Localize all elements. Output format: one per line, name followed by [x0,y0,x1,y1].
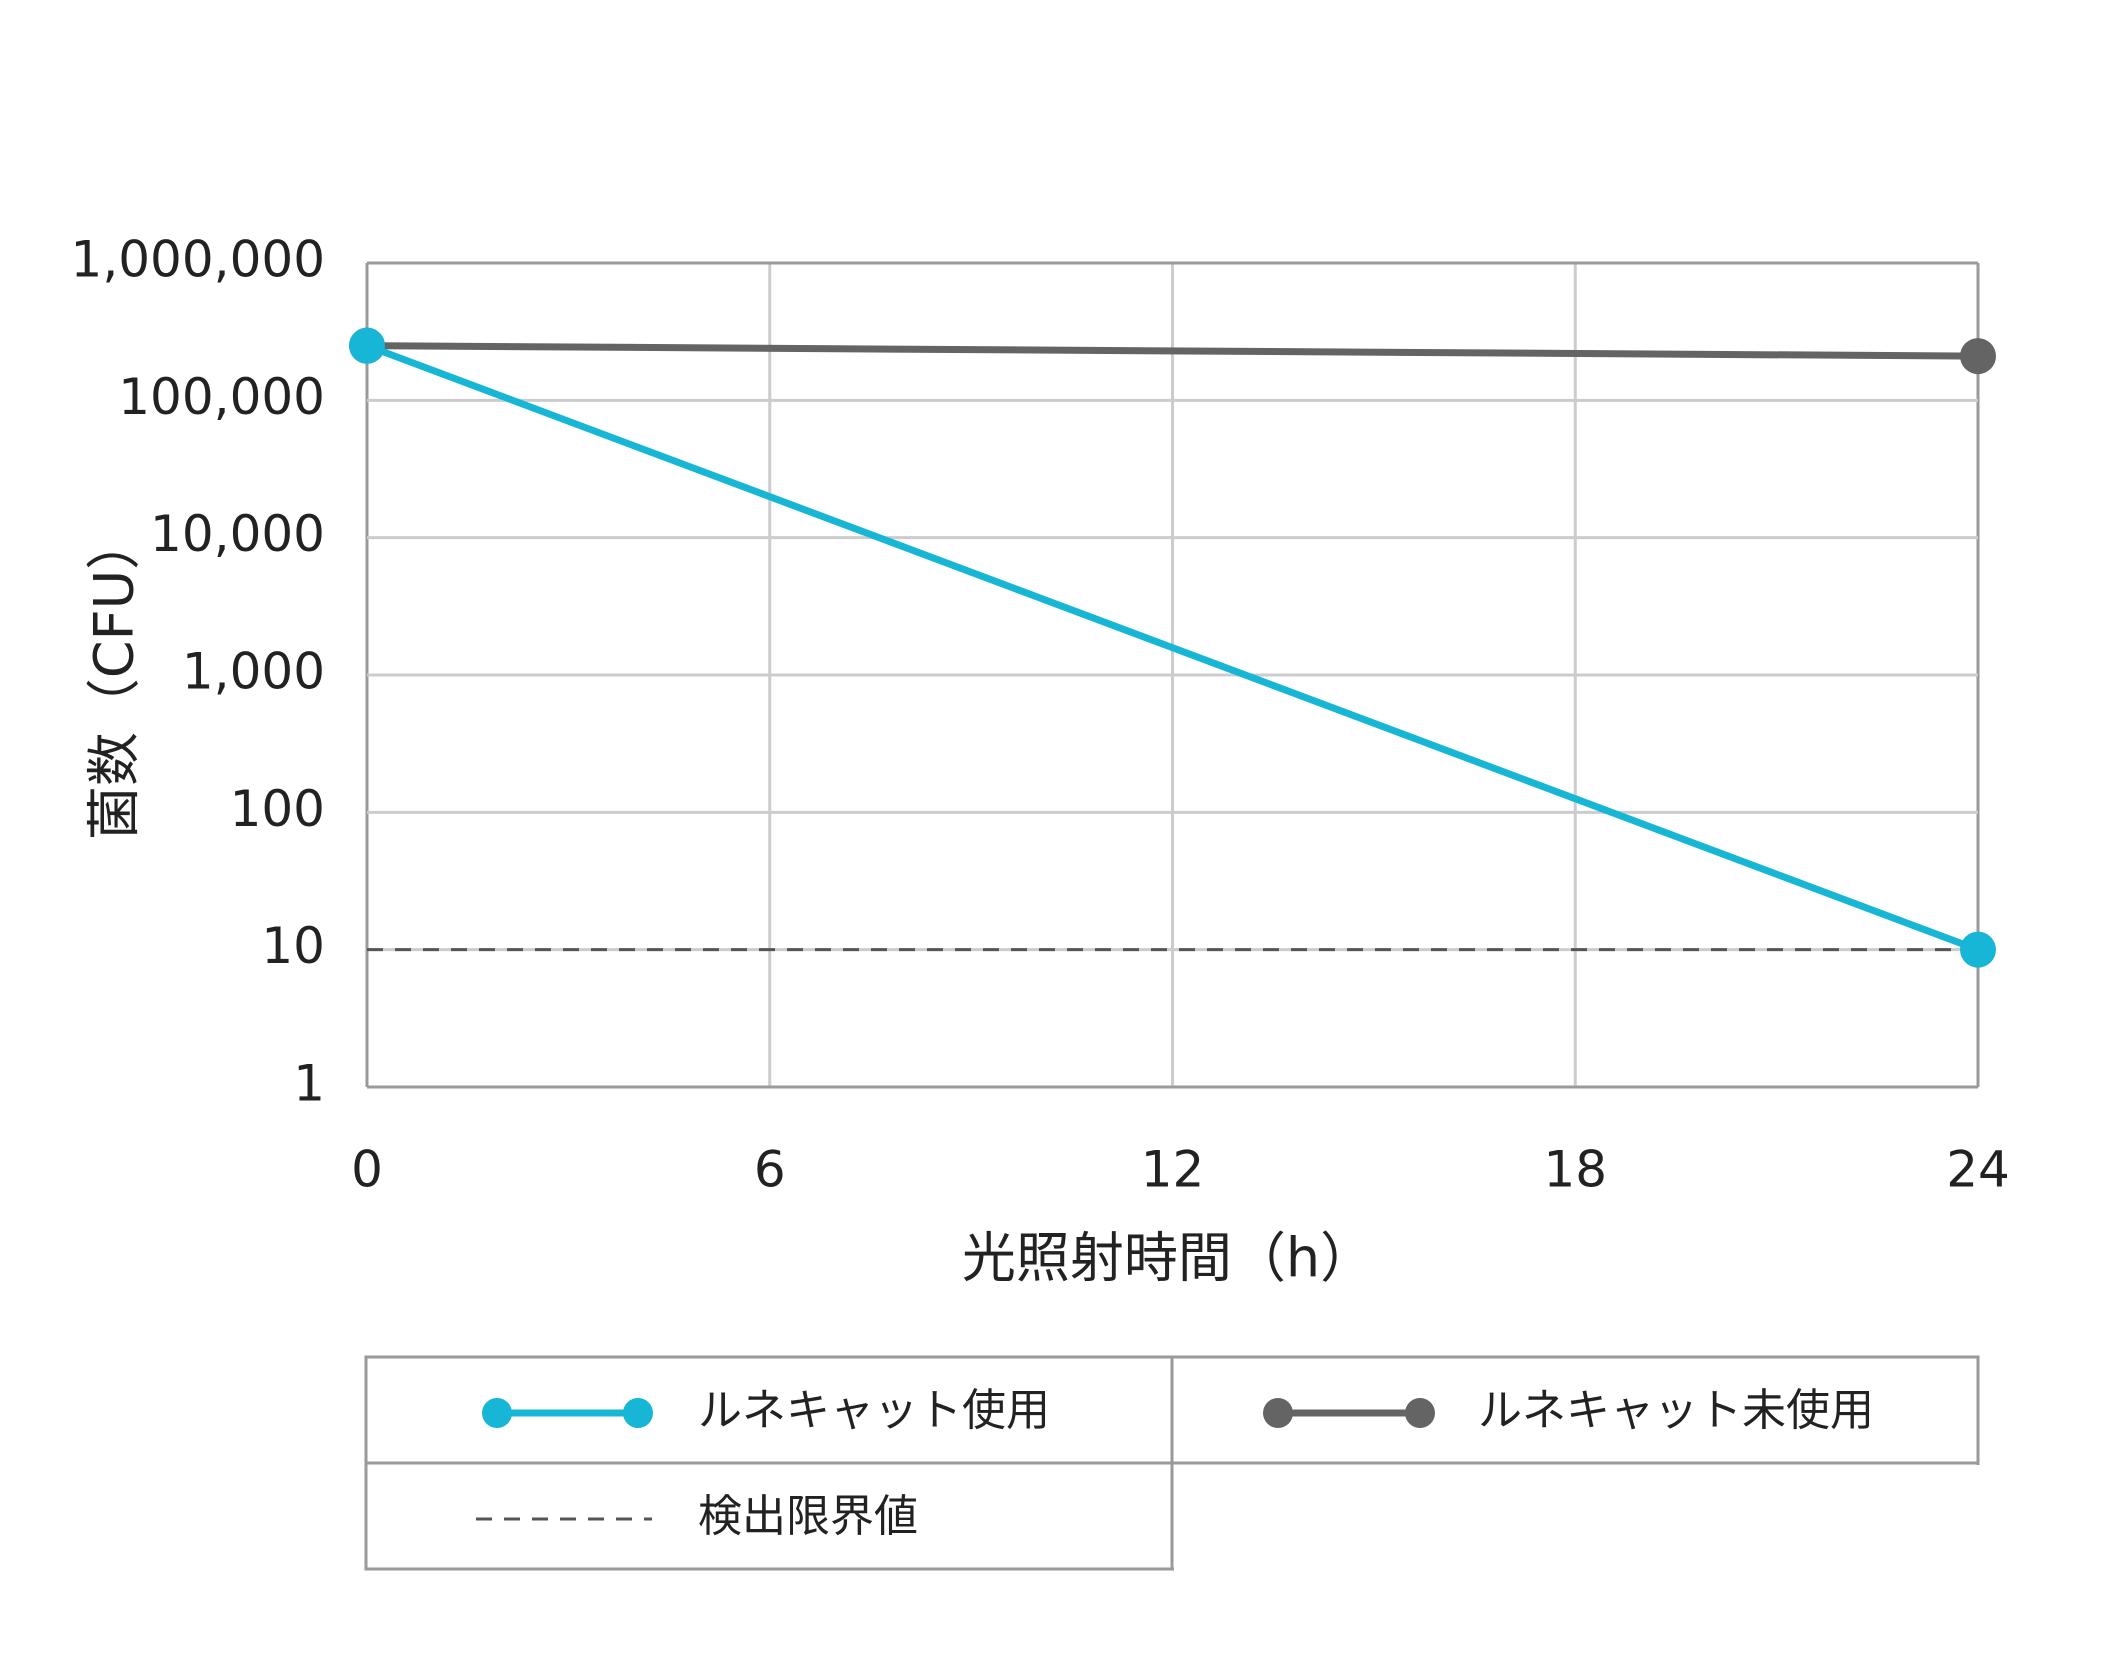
y-tick-label: 1,000 [182,643,325,701]
series-lines [349,327,1996,968]
y-tick-label: 100 [230,780,325,838]
legend-swatch-unused-marker-right [1405,1398,1435,1428]
y-tick-label: 100,000 [118,368,325,426]
legend-label-used: ルネキャット使用 [698,1385,1050,1436]
legend-item-used: ルネキャット使用 [482,1385,1050,1436]
y-axis-ticks: 1,000,000 100,000 10,000 1,000 100 10 1 [71,231,325,1113]
y-axis-title: 菌数（CFU） [83,516,146,840]
x-tick-label: 12 [1141,1141,1205,1199]
data-point-used [349,327,385,364]
legend-item-detection-limit: 検出限界値 [476,1491,918,1542]
data-point-unused [1960,338,1996,375]
y-tick-label: 10,000 [150,505,325,563]
data-point-used [1960,931,1996,968]
x-tick-label: 0 [351,1141,383,1199]
y-tick-label: 1,000,000 [71,231,325,289]
legend-empty-cell-mask [1174,1465,1980,1575]
x-tick-label: 24 [1946,1141,2010,1199]
x-tick-label: 18 [1543,1141,1607,1199]
legend-item-unused: ルネキャット未使用 [1263,1385,1874,1436]
legend-label-unused: ルネキャット未使用 [1478,1385,1874,1436]
legend: ルネキャット使用 ルネキャット未使用 検出限界値 [364,1355,1980,1575]
grid-lines [365,261,1980,1089]
legend-label-detection-limit: 検出限界値 [698,1491,918,1542]
y-tick-label: 10 [261,917,325,975]
x-axis-title: 光照射時間（h） [962,1227,1374,1290]
x-axis-ticks: 0 6 12 18 24 [351,1141,2010,1199]
y-tick-label: 1 [293,1055,325,1113]
series-line-unused [363,342,1982,360]
legend-swatch-unused-marker-left [1263,1398,1293,1428]
legend-swatch-used-marker-left [482,1398,512,1428]
series-line-used [363,342,1982,954]
x-tick-label: 6 [754,1141,786,1199]
legend-swatch-used-marker-right [623,1398,653,1428]
